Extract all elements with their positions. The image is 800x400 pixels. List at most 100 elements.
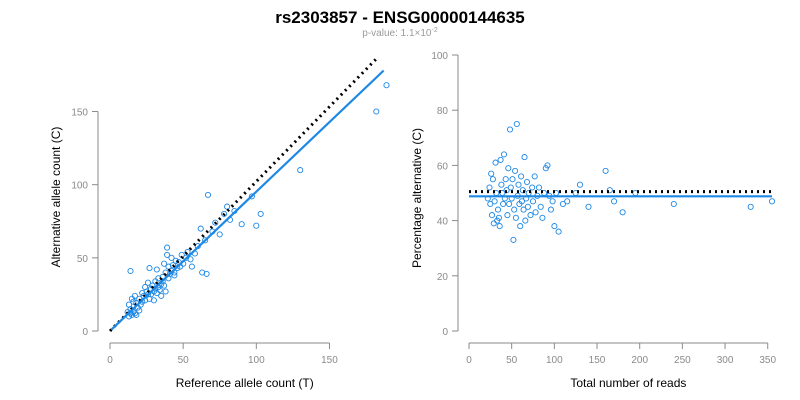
reference-line <box>108 56 379 333</box>
data-point <box>517 223 524 230</box>
y-tick-label: 80 <box>437 106 449 117</box>
y-tick-label: 100 <box>431 51 448 62</box>
x-tick-label: 50 <box>178 355 190 366</box>
data-point <box>529 184 536 191</box>
data-point <box>131 310 138 317</box>
data-point <box>156 286 163 294</box>
data-point <box>146 265 153 272</box>
data-point <box>144 279 152 286</box>
data-point <box>203 270 210 277</box>
data-point <box>549 198 556 205</box>
data-point <box>164 251 171 258</box>
x-tick-label: 200 <box>631 355 648 366</box>
data-point <box>128 311 135 318</box>
data-points <box>124 82 390 320</box>
data-point <box>544 162 551 169</box>
data-point <box>488 212 496 219</box>
data-point <box>520 206 527 213</box>
y-axis: 0 20 40 60 80 100 <box>431 51 459 338</box>
data-point <box>531 173 538 180</box>
x-tick-label: 250 <box>674 355 691 366</box>
x-tick-label: 100 <box>546 355 563 366</box>
data-point <box>524 203 531 210</box>
p-value-times-sign: × <box>415 28 421 39</box>
data-point <box>521 154 528 161</box>
data-point <box>487 200 494 208</box>
data-point <box>670 200 677 208</box>
data-point <box>253 222 260 229</box>
data-point <box>212 219 219 226</box>
data-point <box>513 120 520 128</box>
data-point <box>500 151 508 158</box>
data-point <box>602 167 609 174</box>
data-point <box>297 167 304 174</box>
x-tick-label: 100 <box>248 355 265 366</box>
data-point <box>564 198 571 205</box>
p-value-exponent: -2 <box>432 27 438 34</box>
data-point <box>518 173 525 180</box>
x-tick-label: 50 <box>506 355 518 366</box>
x-axis-title: Total number of reads <box>570 376 686 390</box>
data-point <box>505 165 512 172</box>
data-point <box>507 184 514 191</box>
data-point <box>551 223 558 230</box>
data-point <box>619 209 626 216</box>
data-point <box>559 200 566 208</box>
p-value-subtitle: p-value: 1.1×10-2 <box>362 27 438 39</box>
y-tick-label: 0 <box>82 327 88 338</box>
data-point <box>171 272 178 279</box>
data-point <box>383 82 390 89</box>
data-point <box>248 193 255 200</box>
data-point <box>512 214 519 221</box>
data-point <box>506 126 514 133</box>
data-point <box>555 228 562 235</box>
data-points <box>484 120 776 243</box>
data-point <box>202 237 209 244</box>
data-point <box>224 203 231 210</box>
y-axis-title: Percentage alternative (C) <box>410 128 424 268</box>
data-point <box>169 262 176 269</box>
y-tick-label: 150 <box>71 108 88 119</box>
y-tick-label: 20 <box>437 272 449 283</box>
y-tick-label: 40 <box>437 217 449 228</box>
data-point <box>611 198 618 205</box>
y-tick-label: 60 <box>437 161 449 172</box>
data-point <box>125 301 133 308</box>
data-point <box>537 203 544 210</box>
x-axis: 0 50 100 150 <box>107 342 338 366</box>
data-point <box>159 278 166 285</box>
data-point <box>164 244 171 251</box>
y-tick-label: 100 <box>71 181 88 192</box>
y-axis-title: Alternative allele count (C) <box>49 127 63 268</box>
x-tick-label: 150 <box>589 355 606 366</box>
y-tick-label: 50 <box>77 254 89 265</box>
p-value-base: 10 <box>420 28 432 39</box>
data-point <box>532 209 539 216</box>
data-point <box>257 210 264 217</box>
data-point <box>539 214 546 221</box>
data-point <box>131 292 138 299</box>
data-point <box>187 256 194 263</box>
data-point <box>216 231 223 238</box>
y-axis: 0 50 100 150 <box>71 108 99 338</box>
x-tick-label: 300 <box>717 355 734 366</box>
data-point <box>158 292 165 299</box>
percentage-alternative-scatter-panel: 0 50 100 150 200 250 300 350 0 20 40 60 80 100 Total n… <box>410 51 777 390</box>
data-point <box>497 156 504 163</box>
data-point <box>127 267 134 275</box>
data-point <box>492 159 499 166</box>
data-point <box>500 200 507 208</box>
data-point <box>502 176 509 183</box>
x-tick-label: 0 <box>107 355 113 366</box>
data-point <box>523 178 531 186</box>
data-point <box>585 203 592 210</box>
data-point <box>519 187 526 194</box>
data-point <box>172 257 179 264</box>
data-point <box>161 282 168 289</box>
x-axis-title: Reference allele count (T) <box>176 376 314 390</box>
data-point <box>512 167 519 174</box>
data-point <box>504 212 511 219</box>
data-point <box>153 266 160 273</box>
data-point <box>204 191 212 198</box>
